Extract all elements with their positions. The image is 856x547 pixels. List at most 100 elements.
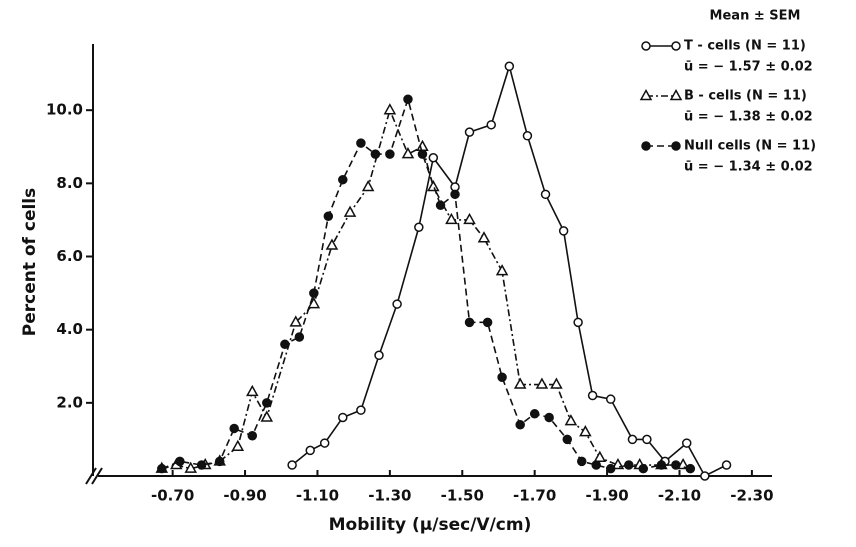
marker — [385, 149, 395, 159]
series-line — [161, 96, 691, 470]
marker — [591, 460, 601, 470]
marker — [309, 288, 319, 298]
marker — [477, 231, 491, 243]
legend-stat: ū = − 1.34 ± 0.02 — [684, 160, 813, 175]
marker — [356, 138, 366, 148]
marker — [700, 471, 710, 481]
axis-break — [85, 467, 97, 485]
marker — [231, 439, 245, 451]
marker — [463, 212, 476, 225]
marker — [627, 434, 638, 445]
legend-stat: ū = − 1.38 ± 0.02 — [684, 110, 813, 125]
axis-break — [91, 467, 103, 485]
marker — [550, 377, 563, 389]
marker — [356, 405, 366, 415]
marker — [495, 264, 509, 276]
y-tick-label: 6.0 — [56, 247, 83, 265]
x-tick-label: -0.90 — [223, 487, 266, 505]
marker — [323, 211, 334, 222]
marker — [260, 410, 274, 422]
marker — [401, 147, 415, 159]
x-tick-label: -2.30 — [730, 487, 773, 505]
marker — [450, 189, 460, 200]
marker — [416, 139, 429, 152]
marker — [562, 434, 573, 445]
marker — [184, 461, 198, 473]
marker — [656, 460, 667, 470]
marker — [482, 317, 493, 328]
marker — [558, 226, 569, 236]
marker — [587, 390, 598, 401]
marker — [196, 460, 207, 470]
marker — [343, 205, 357, 217]
marker — [361, 179, 375, 192]
marker — [504, 61, 515, 72]
legend-label: T - cells (N = 11) — [684, 39, 806, 54]
marker — [676, 457, 690, 470]
marker — [417, 149, 428, 159]
y-axis-label: Percent of cells — [20, 188, 40, 337]
marker — [624, 460, 634, 470]
marker — [576, 456, 587, 467]
y-tick-label: 2.0 — [56, 393, 83, 411]
marker — [535, 377, 549, 389]
marker — [414, 222, 424, 232]
x-tick-label: -0.70 — [151, 487, 194, 505]
y-tick-label: 8.0 — [56, 174, 83, 192]
marker — [638, 463, 649, 474]
x-tick-label: -1.70 — [513, 487, 556, 505]
marker — [464, 127, 475, 137]
marker — [564, 414, 578, 426]
marker — [445, 212, 458, 225]
marker — [486, 120, 496, 130]
legend-marker — [639, 88, 653, 101]
marker — [280, 339, 290, 350]
marker — [246, 384, 259, 397]
x-tick-label: -1.30 — [368, 487, 411, 505]
marker — [214, 456, 225, 467]
x-tick-label: -2.10 — [658, 487, 701, 505]
marker — [338, 412, 348, 423]
marker — [392, 299, 402, 309]
x-axis-label: Mobility (μ/sec/V/cm) — [329, 515, 532, 535]
marker — [513, 377, 527, 389]
marker — [540, 189, 551, 200]
marker — [383, 103, 397, 115]
marker — [605, 463, 616, 474]
marker — [573, 317, 583, 328]
legend-marker — [641, 141, 651, 151]
marker — [247, 431, 258, 441]
marker — [642, 434, 652, 445]
marker — [671, 460, 681, 470]
marker — [289, 315, 303, 327]
marker — [605, 394, 616, 404]
marker — [497, 372, 507, 382]
marker — [515, 420, 525, 430]
legend-label: Null cells (N = 11) — [684, 139, 816, 154]
y-tick-label: 10.0 — [46, 101, 83, 119]
marker — [435, 200, 446, 211]
marker — [319, 438, 330, 448]
marker — [294, 332, 305, 342]
marker — [175, 456, 185, 467]
legend-stat: ū = − 1.57 ± 0.02 — [684, 60, 813, 75]
marker — [681, 438, 692, 448]
marker — [579, 425, 592, 437]
marker — [370, 149, 381, 159]
series-line — [161, 107, 684, 470]
marker — [593, 450, 607, 462]
marker — [305, 445, 315, 456]
legend-label: B - cells (N = 11) — [684, 89, 807, 104]
x-tick-label: -1.50 — [441, 487, 484, 505]
marker — [427, 179, 440, 192]
legend-marker — [671, 41, 681, 51]
marker — [287, 460, 297, 470]
x-tick-label: -1.90 — [585, 487, 628, 505]
marker — [325, 238, 339, 250]
marker — [428, 152, 439, 163]
legend-marker — [671, 141, 681, 151]
legend-marker — [641, 41, 651, 51]
marker — [229, 423, 239, 434]
marker — [403, 94, 413, 104]
